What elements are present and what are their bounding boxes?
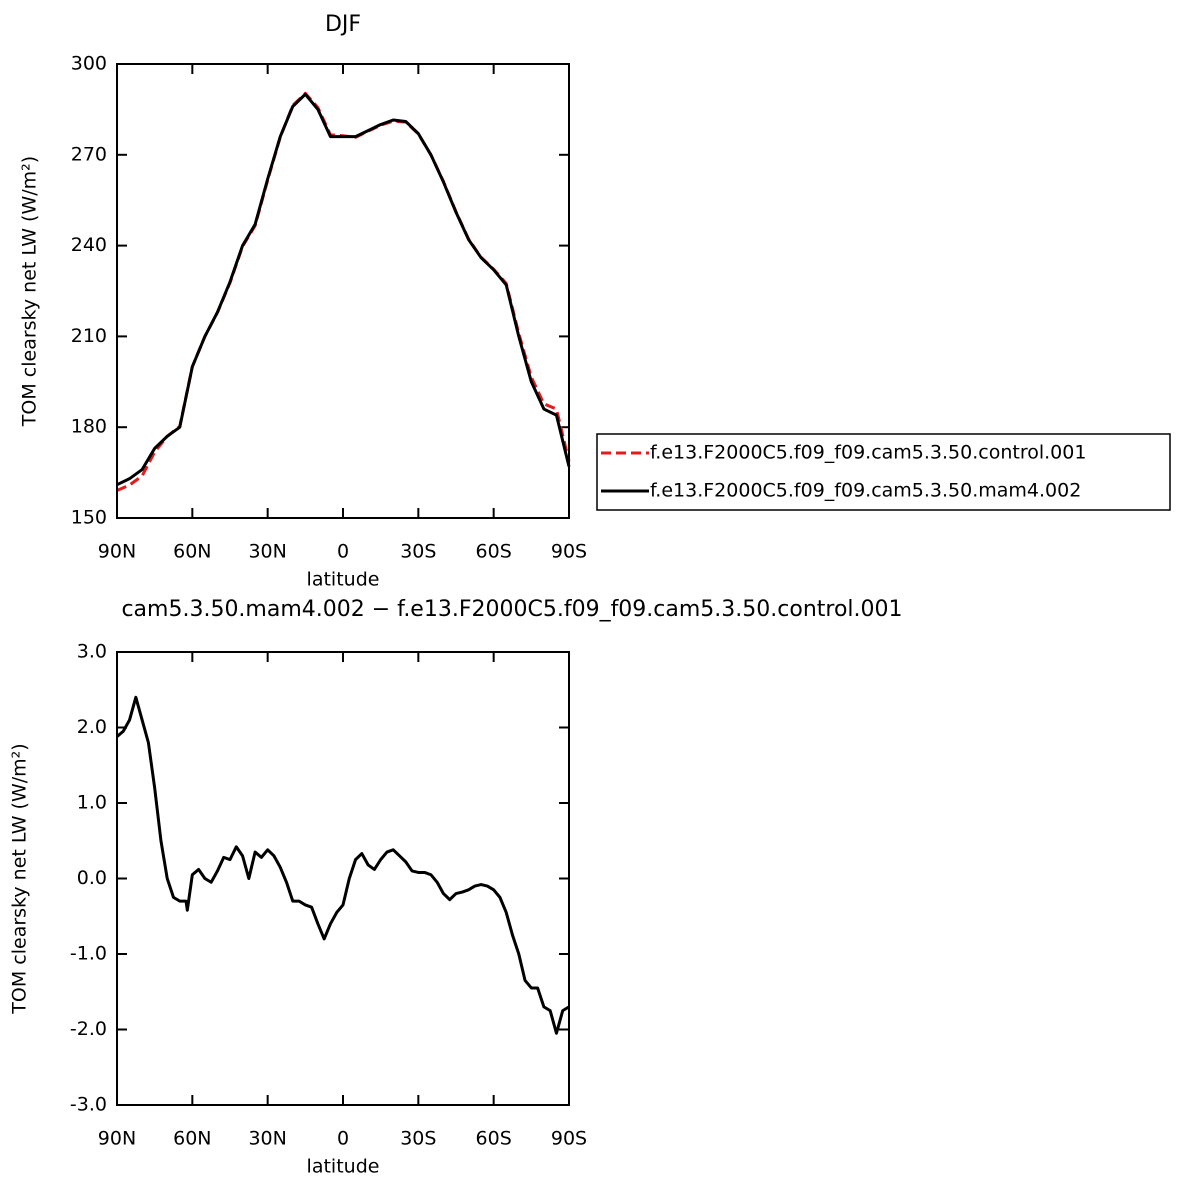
x-tick-label: 30S	[400, 1128, 436, 1150]
y-tick-label: 1.0	[77, 792, 107, 814]
y-tick-label: 3.0	[77, 641, 107, 663]
y-tick-label: 180	[71, 416, 107, 438]
x-tick-label: 0	[337, 541, 349, 563]
x-tick-label: 30S	[400, 541, 436, 563]
y-axis-label: TOM clearsky net LW (W/m²)	[9, 743, 31, 1014]
legend-box	[596, 433, 1171, 511]
y-axis-label: TOM clearsky net LW (W/m²)	[19, 156, 41, 427]
x-tick-label: 30N	[248, 541, 286, 563]
y-tick-label: 270	[71, 143, 107, 165]
x-tick-label: 90N	[98, 1128, 136, 1150]
x-tick-label: 90N	[98, 541, 136, 563]
x-tick-label: 30N	[248, 1128, 286, 1150]
line-series	[116, 91, 571, 492]
x-tick-label: 60S	[476, 1128, 512, 1150]
y-tick-label: 240	[71, 234, 107, 256]
line-series	[116, 92, 571, 487]
x-tick-label: 60N	[173, 541, 211, 563]
x-tick-label: 90S	[551, 541, 587, 563]
plot-frame	[116, 63, 570, 519]
y-tick-label: 0.0	[77, 867, 107, 889]
x-tick-label: 60S	[476, 541, 512, 563]
chart-title: cam5.3.50.mam4.002 − f.e13.F2000C5.f09_f…	[121, 597, 902, 622]
x-tick-label: 60N	[173, 1128, 211, 1150]
chart-title: DJF	[325, 12, 361, 37]
y-tick-label: 150	[71, 507, 107, 529]
y-tick-label: 2.0	[77, 716, 107, 738]
y-tick-label: -2.0	[70, 1018, 107, 1040]
line-series	[116, 695, 570, 1035]
x-axis-label: latitude	[307, 1156, 380, 1178]
legend-label: f.e13.F2000C5.f09_f09.cam5.3.50.mam4.002	[650, 480, 1081, 502]
x-tick-label: 0	[337, 1128, 349, 1150]
x-tick-label: 90S	[551, 1128, 587, 1150]
x-axis-label: latitude	[307, 569, 380, 591]
y-tick-label: 300	[71, 53, 107, 75]
plot-frame	[116, 651, 570, 1106]
legend-label: f.e13.F2000C5.f09_f09.cam5.3.50.control.…	[650, 442, 1086, 464]
y-tick-label: -1.0	[70, 943, 107, 965]
y-tick-label: 210	[71, 325, 107, 347]
y-tick-label: -3.0	[70, 1094, 107, 1116]
